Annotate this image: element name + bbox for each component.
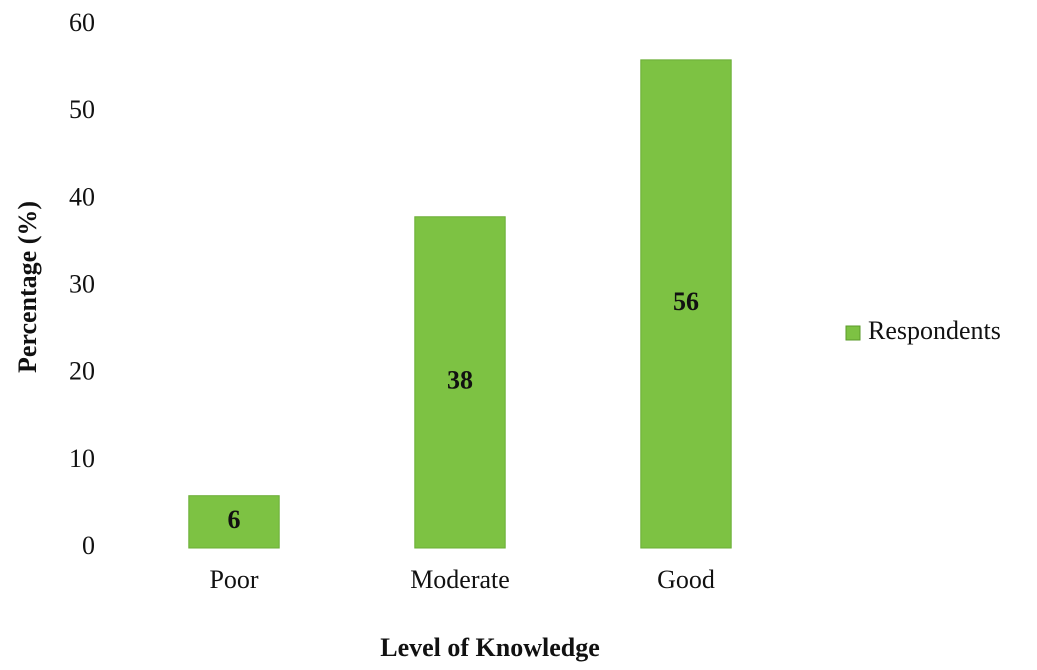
bar [414,216,506,549]
x-tick-label: Poor [209,565,258,594]
bar [640,59,732,549]
legend-label: Respondents [868,316,1001,345]
y-tick-label: 50 [69,95,95,124]
data-label: 38 [447,365,473,394]
y-axis-title: Percentage (%) [13,201,42,373]
y-tick-label: 30 [69,269,95,298]
y-tick-label: 40 [69,182,95,211]
x-tick-label: Moderate [410,565,510,594]
legend: Respondents [845,316,1001,345]
y-tick-label: 60 [69,8,95,37]
data-label: 56 [673,287,699,316]
y-tick-label: 0 [82,531,95,560]
bar [188,495,280,549]
data-label: 6 [228,505,241,534]
x-tick-label: Good [657,565,715,594]
legend-swatch [845,325,861,341]
y-tick-label: 10 [69,444,95,473]
x-axis-title: Level of Knowledge [380,633,600,662]
y-tick-label: 20 [69,357,95,386]
